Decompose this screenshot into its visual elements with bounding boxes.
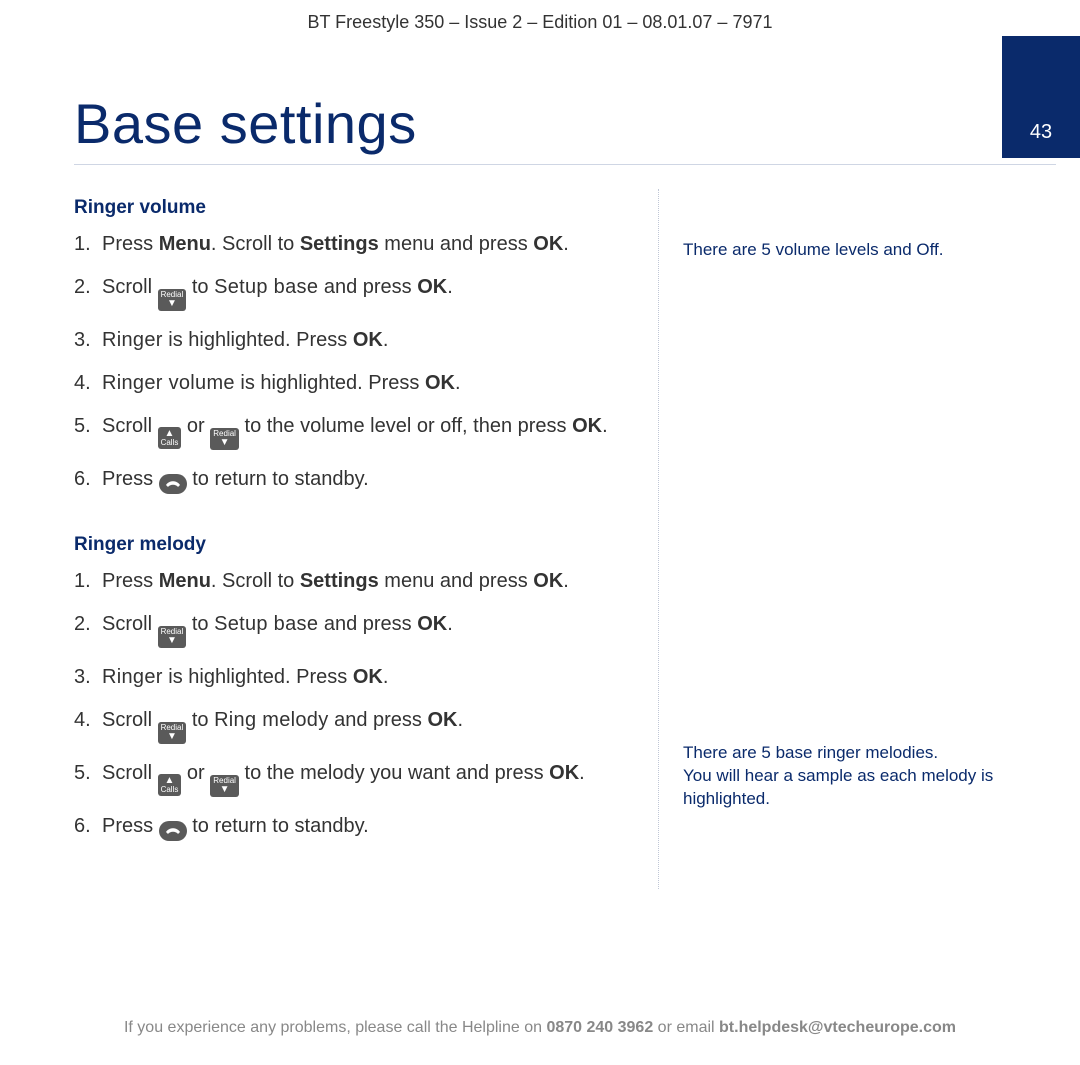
step: Press Menu. Scroll to Settings menu and … <box>74 231 630 258</box>
step: Scroll Redial▼ to Setup base and press O… <box>74 611 630 648</box>
step: Scroll ▲Calls or Redial▼ to the volume l… <box>74 413 630 450</box>
step: Press to return to standby. <box>74 466 630 494</box>
redial-down-icon: Redial▼ <box>210 428 239 450</box>
side-note-melody: There are 5 base ringer melodies. You wi… <box>683 742 1056 811</box>
page-number: 43 <box>1030 121 1052 144</box>
page-title: Base settings <box>74 91 1080 156</box>
side-note-volume: There are 5 volume levels and Off. <box>683 239 1056 262</box>
redial-down-icon: Redial▼ <box>158 722 187 744</box>
redial-down-icon: Redial▼ <box>210 775 239 797</box>
document-header: BT Freestyle 350 – Issue 2 – Edition 01 … <box>0 0 1080 33</box>
calls-up-icon: ▲Calls <box>158 774 182 796</box>
calls-up-icon: ▲Calls <box>158 427 182 449</box>
step: Scroll Redial▼ to Setup base and press O… <box>74 274 630 311</box>
title-divider <box>74 164 1056 165</box>
hangup-icon <box>159 821 187 841</box>
step: Scroll Redial▼ to Ring melody and press … <box>74 707 630 744</box>
step: Ringer is highlighted. Press OK. <box>74 664 630 691</box>
page-number-tab: 43 <box>1002 36 1080 158</box>
step: Scroll ▲Calls or Redial▼ to the melody y… <box>74 760 630 797</box>
content-columns: Ringer volume Press Menu. Scroll to Sett… <box>74 189 1056 889</box>
hangup-icon <box>159 474 187 494</box>
footer-helpline: If you experience any problems, please c… <box>0 1019 1080 1037</box>
step: Ringer volume is highlighted. Press OK. <box>74 370 630 397</box>
step: Ringer is highlighted. Press OK. <box>74 327 630 354</box>
side-column: There are 5 volume levels and Off. There… <box>659 189 1056 889</box>
section-heading-ringer-volume: Ringer volume <box>74 197 630 219</box>
steps-ringer-volume: Press Menu. Scroll to Settings menu and … <box>74 231 630 494</box>
steps-ringer-melody: Press Menu. Scroll to Settings menu and … <box>74 568 630 841</box>
section-heading-ringer-melody: Ringer melody <box>74 534 630 556</box>
step: Press to return to standby. <box>74 813 630 841</box>
step: Press Menu. Scroll to Settings menu and … <box>74 568 630 595</box>
redial-down-icon: Redial▼ <box>158 626 187 648</box>
redial-down-icon: Redial▼ <box>158 289 187 311</box>
main-column: Ringer volume Press Menu. Scroll to Sett… <box>74 189 659 889</box>
